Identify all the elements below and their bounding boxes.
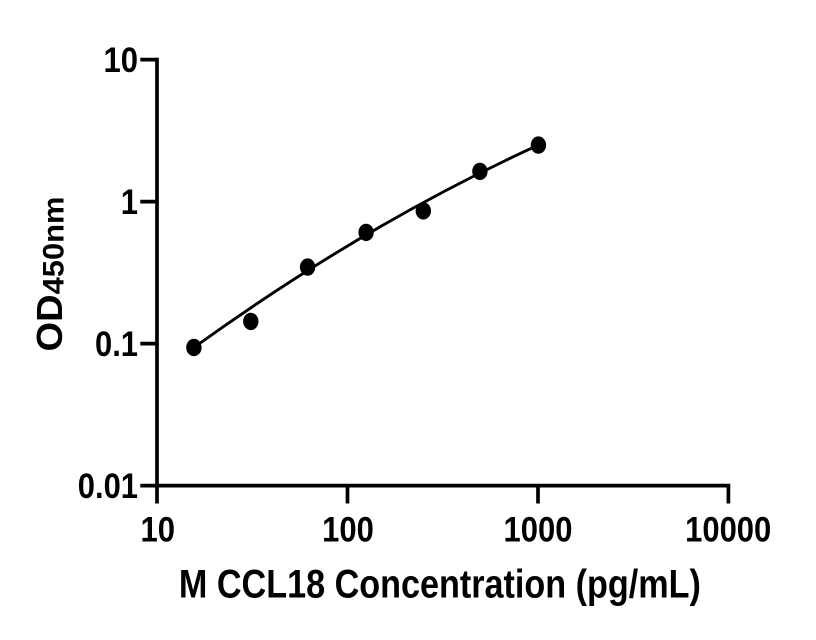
svg-text:1000: 1000 xyxy=(504,510,573,549)
svg-text:10: 10 xyxy=(104,41,139,80)
svg-text:10: 10 xyxy=(141,510,176,549)
svg-text:OD450nm: OD450nm xyxy=(29,197,71,352)
svg-text:0.1: 0.1 xyxy=(95,325,138,364)
svg-text:100: 100 xyxy=(322,510,374,549)
svg-text:M CCL18 Concentration (pg/mL): M CCL18 Concentration (pg/mL) xyxy=(179,563,701,607)
svg-text:10000: 10000 xyxy=(685,510,771,549)
svg-text:1: 1 xyxy=(121,183,138,222)
svg-text:0.01: 0.01 xyxy=(78,467,138,506)
